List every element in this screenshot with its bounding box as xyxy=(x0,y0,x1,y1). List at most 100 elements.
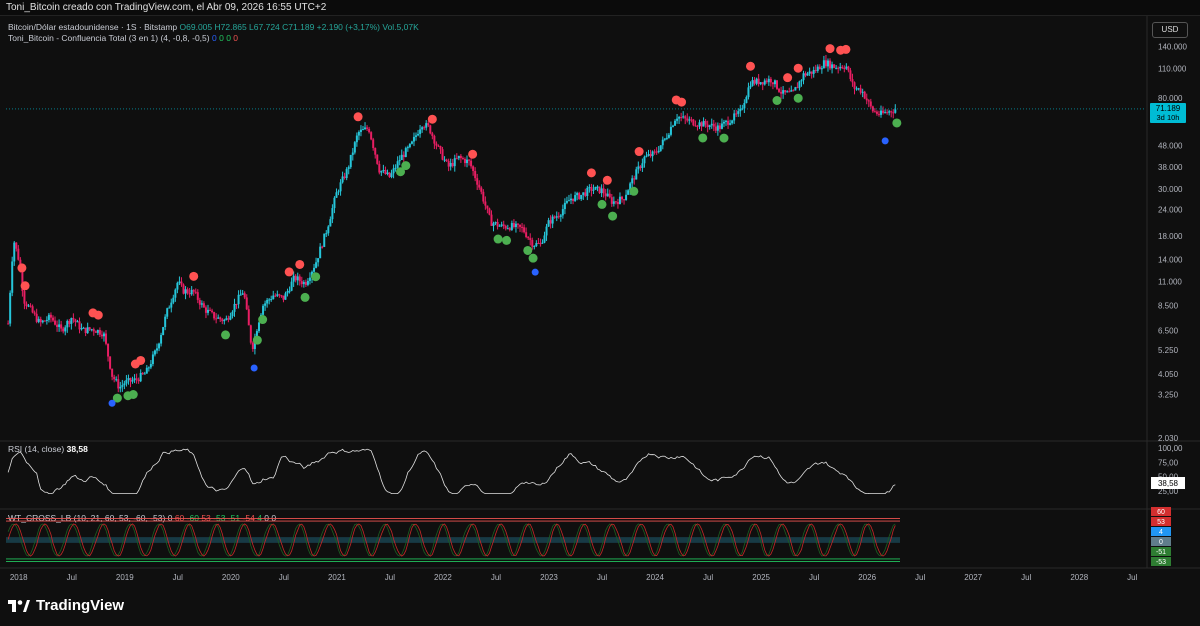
candle-body xyxy=(773,80,776,85)
candle-body xyxy=(610,197,613,204)
candle-body xyxy=(455,158,458,160)
price-tick-label: 140.000 xyxy=(1158,42,1187,51)
time-tick-label: Jul xyxy=(597,573,607,582)
candle-body xyxy=(94,331,97,333)
wt-value-badge xyxy=(1151,557,1171,566)
candle-body xyxy=(145,367,148,374)
candle-body xyxy=(390,173,393,178)
candle-body xyxy=(688,119,691,121)
candle-body xyxy=(875,111,878,114)
candle-body xyxy=(202,303,205,308)
candle-body xyxy=(631,178,634,184)
indicator-name[interactable]: Toni_Bitcoin - Confluencia Total (3 en 1… xyxy=(8,33,210,43)
candle-body xyxy=(582,192,585,195)
sell-signal-dot xyxy=(295,259,305,269)
currency-button[interactable]: USD xyxy=(1152,22,1188,38)
buy-signal-dot xyxy=(719,133,729,143)
candle-body xyxy=(366,127,369,129)
candle-body xyxy=(508,228,511,230)
price-tick-label: 38.000 xyxy=(1158,163,1183,172)
candle-body xyxy=(490,214,493,226)
sell-signal-dot xyxy=(586,168,596,178)
sell-signal-dot xyxy=(745,61,755,71)
candle-body xyxy=(80,328,83,330)
candle-body xyxy=(806,73,809,76)
candle-body xyxy=(39,318,42,323)
buy-signal-dot xyxy=(128,389,138,399)
candle-body xyxy=(682,116,685,118)
price-tick-label: 48.000 xyxy=(1158,141,1183,150)
candle-body xyxy=(561,209,564,216)
bottom-signal-dot xyxy=(881,137,889,145)
rsi-legend[interactable]: RSI (14, close) 38,58 xyxy=(8,444,88,454)
candle-body xyxy=(353,142,356,153)
wt-val-7: 4 xyxy=(257,513,262,523)
candle-body xyxy=(663,138,666,140)
candle-body xyxy=(70,318,73,324)
candle-body xyxy=(51,317,54,321)
candle-body xyxy=(78,321,81,330)
buy-signal-dot xyxy=(258,315,268,325)
candle-body xyxy=(837,67,840,69)
candle-body xyxy=(111,368,114,377)
candle-body xyxy=(729,123,732,125)
buy-signal-dot xyxy=(502,235,512,245)
tradingview-logo[interactable]: TradingView xyxy=(8,597,124,614)
wt-legend[interactable]: WT_CROSS_LB (10, 21, 60, 53, -60, -53) 0… xyxy=(8,513,276,523)
time-tick-label: Jul xyxy=(491,573,501,582)
candle-body xyxy=(753,80,756,84)
indicator-legend[interactable]: Toni_Bitcoin - Confluencia Total (3 en 1… xyxy=(8,33,238,43)
wt-label[interactable]: WT_CROSS_LB (10, 21, 60, 53, -60, -53) xyxy=(8,513,166,523)
candle-body xyxy=(580,194,583,200)
candle-body xyxy=(329,219,332,227)
candle-body xyxy=(784,90,787,93)
candle-body xyxy=(792,90,795,92)
candle-body xyxy=(890,111,893,113)
candle-body xyxy=(408,143,411,148)
candle-body xyxy=(135,378,138,380)
candle-body xyxy=(565,200,568,203)
candle-body xyxy=(333,197,336,209)
candle-body xyxy=(427,123,430,126)
candle-body xyxy=(45,319,48,321)
rsi-tick-label: 100,00 xyxy=(1158,444,1183,453)
wt-value-badge xyxy=(1151,547,1171,556)
candle-body xyxy=(747,87,750,98)
candle-body xyxy=(494,222,497,224)
price-tick-label: 4.050 xyxy=(1158,370,1179,379)
indicator-value-4: 0 xyxy=(233,33,239,43)
candle-body xyxy=(714,126,717,131)
brand-name: TradingView xyxy=(36,597,125,614)
symbol-legend[interactable]: Bitcoin/Dólar estadounidense · 1S · Bits… xyxy=(8,22,419,32)
time-tick-label: 2025 xyxy=(752,573,770,582)
candle-body xyxy=(72,318,75,320)
candle-body xyxy=(23,291,26,304)
time-tick-label: Jul xyxy=(1021,573,1031,582)
candle-body xyxy=(594,186,597,190)
candle-body xyxy=(139,372,142,382)
candle-body xyxy=(712,123,715,127)
candle-body xyxy=(539,243,542,245)
candle-body xyxy=(33,312,36,314)
wt-value-badge-text: 4 xyxy=(1159,529,1163,536)
candle-body xyxy=(347,167,350,170)
candle-body xyxy=(527,237,530,239)
candle-body xyxy=(453,158,456,167)
candle-body xyxy=(759,82,762,85)
candle-body xyxy=(178,281,181,283)
candle-body xyxy=(549,220,552,224)
candle-body xyxy=(888,111,891,113)
candle-body xyxy=(211,310,214,313)
rsi-label[interactable]: RSI (14, close) xyxy=(8,444,65,454)
candle-body xyxy=(143,373,146,375)
symbol-name[interactable]: Bitcoin/Dólar estadounidense · 1S · Bits… xyxy=(8,22,178,32)
candle-body xyxy=(810,71,813,74)
candle-body xyxy=(90,329,93,331)
candle-body xyxy=(525,232,528,238)
candle-body xyxy=(264,303,267,306)
wt-val-9: 0 xyxy=(271,513,277,523)
candle-body xyxy=(31,306,34,313)
candle-body xyxy=(156,348,159,351)
sell-signal-dot xyxy=(284,267,294,277)
